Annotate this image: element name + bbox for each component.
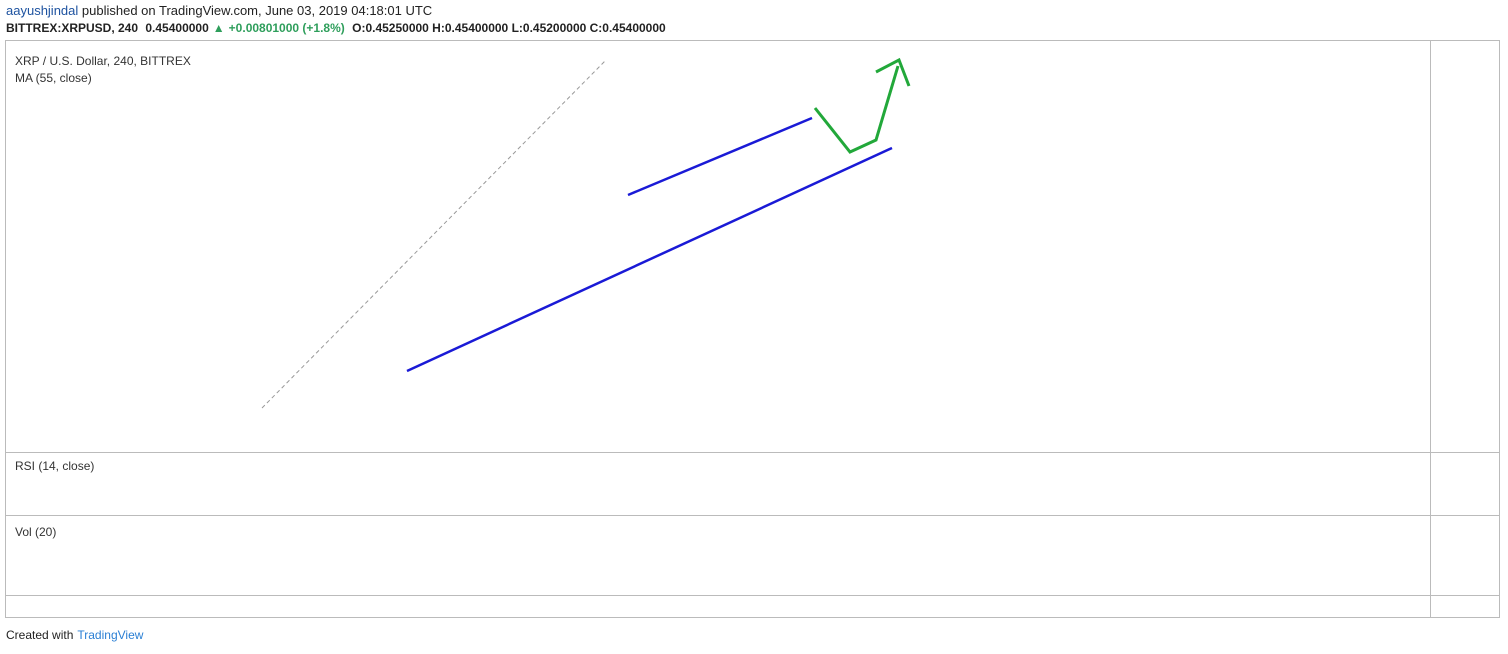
change: +0.00801000 (+1.8%) [228, 21, 345, 35]
created-with: Created with [6, 628, 74, 642]
drawings [261, 57, 911, 409]
legend-rsi: RSI (14, close) [15, 459, 94, 473]
publish-line: aayushjindal published on TradingView.co… [6, 3, 432, 18]
channel-lower [406, 146, 893, 373]
up-arrow: ▲ [212, 21, 225, 35]
legend-vol: Vol (20) [15, 525, 56, 539]
brand-link[interactable]: TradingView [77, 628, 144, 642]
fib-trend-line [261, 59, 607, 409]
frame [5, 40, 1500, 618]
last-price: 0.45400000 [145, 21, 209, 35]
forecast-arrow [813, 65, 900, 154]
quote-line: BITTREX:XRPUSD, 240 0.45400000 ▲ +0.008010… [6, 21, 670, 35]
channel-upper [627, 116, 813, 197]
symbol: BITTREX:XRPUSD, 240 [6, 21, 139, 35]
legend-ma: MA (55, close) [15, 71, 92, 85]
ohlc: O:0.45250000 H:0.45400000 L:0.45200000 C… [352, 21, 666, 35]
arrow-head [875, 57, 911, 87]
legend-title: XRP / U.S. Dollar, 240, BITTREX [15, 54, 191, 68]
footer: Created with TradingView [6, 628, 143, 642]
publish-info: published on TradingView.com, June 03, 2… [81, 3, 433, 18]
author-link[interactable]: aayushjindal [6, 3, 79, 18]
